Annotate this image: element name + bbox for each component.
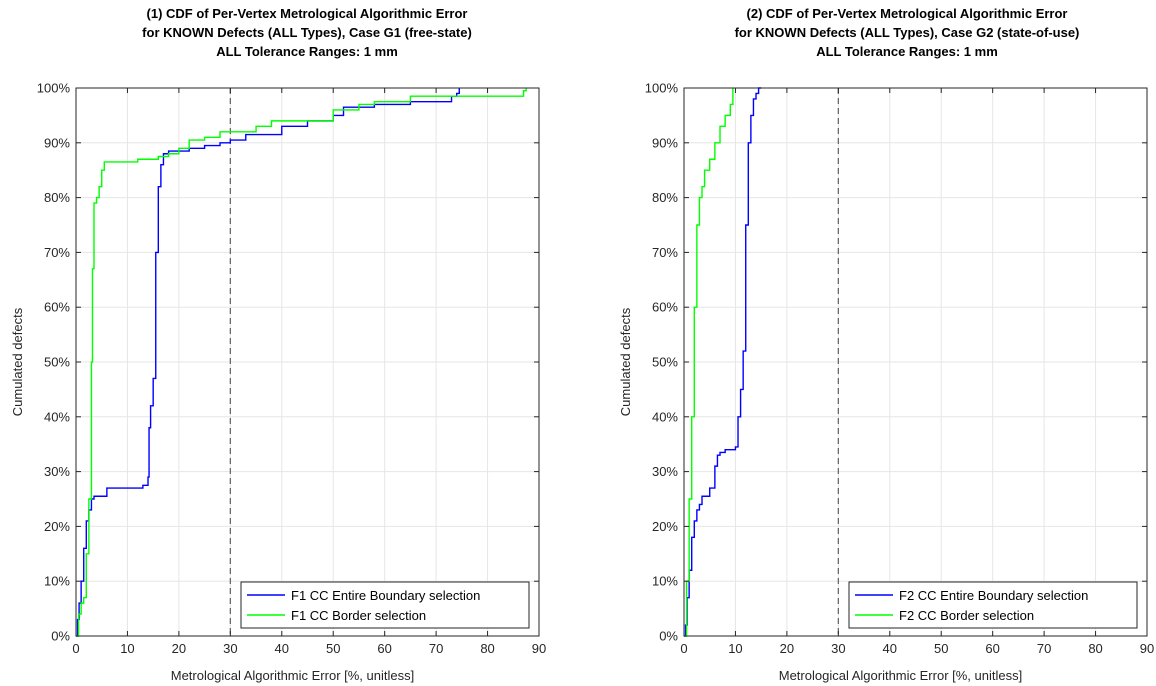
- chart-2-series-1-line: [684, 87, 762, 637]
- chart-2-title-line-3: ALL Tolerance Ranges: 1 mm: [816, 44, 998, 59]
- chart-1-x-tick-label-90: 90: [532, 641, 546, 656]
- chart-1-y-tick-label-40%: 40%: [44, 409, 70, 424]
- chart-1-y-tick-label-90%: 90%: [44, 135, 70, 150]
- chart-1-y-tick-label-60%: 60%: [44, 300, 70, 315]
- chart-1-y-tick-label-80%: 80%: [44, 190, 70, 205]
- chart-2-y-axis-label: Cumulated defects: [618, 307, 633, 416]
- chart-1-series-2-line: [76, 88, 527, 637]
- chart-2-x-tick-label-60: 60: [985, 641, 999, 656]
- chart-1-x-tick-label-20: 20: [172, 641, 186, 656]
- chart-1-title-line-3: ALL Tolerance Ranges: 1 mm: [216, 44, 398, 59]
- chart-1-x-tick-label-40: 40: [275, 641, 289, 656]
- chart-2-y-tick-label-40%: 40%: [652, 409, 678, 424]
- chart-2-legend-label-1: F2 CC Entire Boundary selection: [899, 588, 1088, 603]
- chart-1-legend-box: [240, 581, 530, 629]
- chart-1-x-tick-label-10: 10: [120, 641, 134, 656]
- chart-2-y-tick-label-0%: 0%: [659, 629, 678, 644]
- chart-2-x-tick-label-30: 30: [831, 641, 845, 656]
- chart-1-x-tick-label-70: 70: [429, 641, 443, 656]
- chart-2-legend-label-2: F2 CC Border selection: [899, 608, 1034, 623]
- chart-2: 0 10 20 30 40 50 60 70 80 90 0% 10% 20% 30% 40% 50% 60% 7…: [618, 6, 1154, 683]
- chart-1-series-1-line: [76, 88, 460, 637]
- chart-2-y-tick-label-100%: 100%: [645, 81, 679, 96]
- chart-2-title-line-2: for KNOWN Defects (ALL Types), Case G2 (…: [735, 25, 1080, 40]
- chart-1-x-tick-label-80: 80: [480, 641, 494, 656]
- chart-2-x-tick-label-0: 0: [680, 641, 687, 656]
- chart-2-title-line-1: (2) CDF of Per-Vertex Metrological Algor…: [747, 6, 1068, 21]
- chart-2-y-tick-label-80%: 80%: [652, 190, 678, 205]
- chart-1-legend-label-2: F1 CC Border selection: [291, 608, 426, 623]
- chart-2-x-tick-label-10: 10: [728, 641, 742, 656]
- chart-2-x-tick-label-70: 70: [1037, 641, 1051, 656]
- chart-1: 0 10 20 30 40 50 60 70 80 90 0% 10% 20% 30% 40% 50% 60% 7…: [10, 6, 546, 683]
- chart-2-x-tick-label-20: 20: [780, 641, 794, 656]
- chart-1-x-tick-label-0: 0: [72, 641, 79, 656]
- chart-1-y-tick-label-50%: 50%: [44, 355, 70, 370]
- chart-1-x-tick-label-30: 30: [223, 641, 237, 656]
- chart-1-y-tick-label-10%: 10%: [44, 574, 70, 589]
- chart-2-y-tick-label-30%: 30%: [652, 464, 678, 479]
- chart-1-x-tick-label-50: 50: [326, 641, 340, 656]
- chart-2-x-tick-label-40: 40: [883, 641, 897, 656]
- chart-2-y-tick-label-90%: 90%: [652, 135, 678, 150]
- chart-1-y-tick-label-70%: 70%: [44, 245, 70, 260]
- chart-2-y-tick-label-50%: 50%: [652, 355, 678, 370]
- chart-2-legend-box: [848, 581, 1138, 629]
- chart-1-y-tick-label-20%: 20%: [44, 519, 70, 534]
- chart-1-y-tick-label-0%: 0%: [51, 629, 70, 644]
- chart-1-title-line-2: for KNOWN Defects (ALL Types), Case G1 (…: [142, 25, 472, 40]
- chart-2-series-2-line: [684, 88, 734, 637]
- chart-1-legend-label-1: F1 CC Entire Boundary selection: [291, 588, 480, 603]
- chart-1-x-axis-label: Metrological Algorithmic Error [%, unitl…: [171, 668, 414, 683]
- chart-1-y-tick-label-100%: 100%: [37, 81, 71, 96]
- chart-2-y-tick-label-20%: 20%: [652, 519, 678, 534]
- chart-1-y-tick-label-30%: 30%: [44, 464, 70, 479]
- chart-2-y-tick-label-70%: 70%: [652, 245, 678, 260]
- chart-2-x-tick-label-90: 90: [1140, 641, 1154, 656]
- chart-2-x-axis-label: Metrological Algorithmic Error [%, unitl…: [779, 668, 1022, 683]
- chart-2-y-tick-label-60%: 60%: [652, 300, 678, 315]
- chart-2-x-tick-label-80: 80: [1088, 641, 1102, 656]
- chart-1-title-line-1: (1) CDF of Per-Vertex Metrological Algor…: [147, 6, 468, 21]
- chart-1-y-axis-label: Cumulated defects: [10, 307, 25, 416]
- chart-2-y-tick-label-10%: 10%: [652, 574, 678, 589]
- chart-2-x-tick-label-50: 50: [934, 641, 948, 656]
- chart-1-x-tick-label-60: 60: [377, 641, 391, 656]
